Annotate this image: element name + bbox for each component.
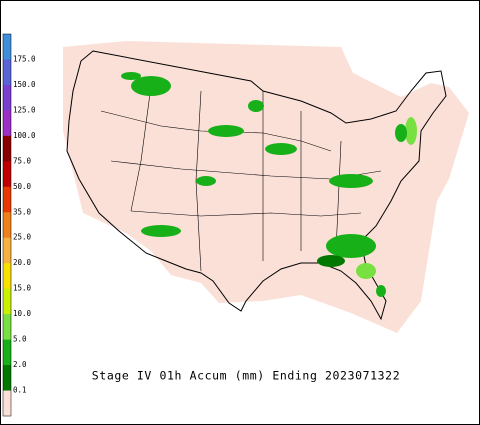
- legend-swatch: [3, 110, 11, 137]
- legend-label: 5.0: [13, 335, 27, 344]
- legend-swatch: [3, 212, 11, 239]
- precip-areas: [121, 72, 417, 297]
- legend-swatch: [3, 237, 11, 264]
- legend-swatch: [3, 161, 11, 188]
- legend-label: 125.0: [13, 105, 36, 114]
- legend-swatch: [3, 390, 11, 417]
- legend-label: 15.0: [13, 284, 32, 293]
- legend-label: 100.0: [13, 131, 36, 140]
- coverage-area: [63, 41, 469, 333]
- legend-swatch: [3, 84, 11, 111]
- legend-swatch: [3, 314, 11, 341]
- legend-label: 35.0: [13, 207, 32, 216]
- legend-swatch: [3, 288, 11, 315]
- legend-label: 50.0: [13, 182, 32, 191]
- legend-label: 10.0: [13, 309, 32, 318]
- map-caption: Stage IV 01h Accum (mm) Ending 202307132…: [92, 369, 400, 383]
- legend-label: 2.0: [13, 360, 27, 369]
- us-outline: [66, 50, 447, 321]
- legend-frame: [2, 33, 12, 417]
- legend-label: 0.1: [13, 386, 27, 395]
- legend-swatch: [3, 59, 11, 86]
- legend-swatch: [3, 365, 11, 392]
- legend-label: 20.0: [13, 258, 32, 267]
- legend-swatch: [3, 135, 11, 162]
- legend-label: 75.0: [13, 156, 32, 165]
- legend-label: 150.0: [13, 80, 36, 89]
- legend-swatch: [3, 186, 11, 213]
- legend-swatch: [3, 263, 11, 290]
- legend-swatch: [3, 34, 11, 60]
- legend-label: 175.0: [13, 54, 36, 63]
- legend-label: 25.0: [13, 233, 32, 242]
- legend-swatch: [3, 339, 11, 366]
